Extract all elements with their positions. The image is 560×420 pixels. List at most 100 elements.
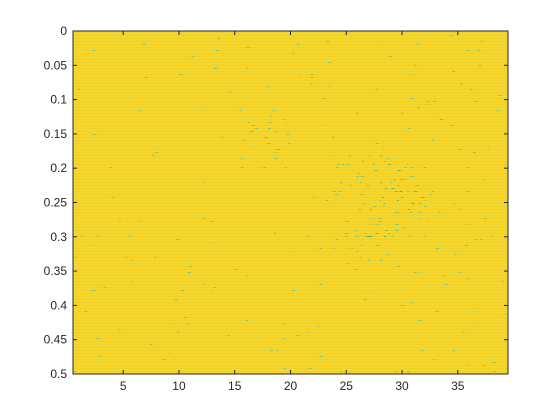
heatmap-cell	[473, 326, 475, 327]
heatmap-cell	[389, 56, 392, 57]
heatmap-cell	[432, 140, 435, 141]
heatmap-cell	[213, 68, 217, 69]
heatmap-cell	[466, 50, 471, 51]
heatmap-cell	[438, 212, 441, 213]
heatmap-cell	[413, 65, 417, 66]
heatmap-cell	[466, 278, 469, 279]
heatmap-row-stripe	[73, 260, 508, 261]
heatmap-cell	[268, 128, 271, 129]
heatmap-row-stripe	[73, 269, 508, 270]
heatmap-row-stripe	[73, 50, 508, 51]
heatmap-cell	[255, 128, 258, 129]
heatmap-cell	[354, 230, 358, 231]
heatmap-cell	[292, 53, 295, 54]
heatmap-cell	[326, 41, 330, 42]
heatmap-row-stripe	[73, 368, 508, 369]
heatmap-cell	[380, 155, 383, 156]
heatmap-cell	[276, 350, 279, 351]
heatmap-cell	[384, 236, 387, 237]
heatmap-cell	[273, 233, 276, 234]
heatmap-row-stripe	[73, 119, 508, 120]
heatmap-cell	[413, 191, 418, 192]
heatmap-row-stripe	[73, 71, 508, 72]
heatmap-cell	[394, 212, 397, 213]
heatmap-cell	[142, 44, 146, 45]
x-axis-tick-labels: 5 10 15 20 25 30 35	[120, 379, 465, 393]
heatmap-cell	[433, 359, 435, 360]
heatmap-row-stripe	[73, 350, 508, 351]
heatmap-row-stripe	[73, 83, 508, 84]
heatmap-cell	[378, 41, 380, 42]
heatmap-row-stripe	[73, 65, 508, 66]
heatmap-row-stripe	[73, 122, 508, 123]
heatmap-row-stripe	[73, 263, 508, 264]
heatmap-cell	[465, 245, 469, 246]
heatmap-cell	[246, 320, 249, 321]
heatmap-cell	[364, 233, 367, 234]
heatmap-cell	[337, 164, 340, 165]
heatmap-row-stripe	[73, 47, 508, 48]
heatmap-cell	[266, 86, 270, 87]
heatmap-cell	[319, 284, 323, 285]
heatmap-cell	[177, 332, 180, 333]
heatmap-cell	[154, 257, 156, 258]
heatmap-cell	[330, 233, 332, 234]
heatmap-row-stripe	[73, 311, 508, 312]
heatmap-cell	[128, 236, 132, 237]
heatmap-cell	[220, 137, 224, 138]
heatmap-cell	[90, 290, 93, 291]
heatmap-cell	[119, 221, 121, 222]
heatmap-cell	[496, 110, 500, 111]
heatmap-cell	[424, 236, 426, 237]
heatmap-cell	[363, 203, 366, 204]
heatmap-cell	[181, 290, 185, 291]
heatmap-cell	[203, 284, 205, 285]
heatmap-layer	[73, 31, 508, 374]
heatmap-row-stripe	[73, 173, 508, 174]
heatmap-cell	[399, 179, 403, 180]
heatmap-cell	[467, 191, 470, 192]
heatmap-cell	[368, 236, 371, 237]
heatmap-cell	[363, 299, 367, 300]
heatmap-cell	[443, 275, 446, 276]
heatmap-row-stripe	[73, 356, 508, 357]
heatmap-cell	[275, 149, 279, 150]
heatmap-cell	[401, 197, 404, 198]
heatmap-row-stripe	[73, 212, 508, 213]
heatmap-cell	[355, 236, 359, 237]
heatmap-row-stripe	[73, 353, 508, 354]
heatmap-cell	[84, 311, 88, 312]
heatmap-cell	[204, 110, 207, 111]
heatmap-cell	[204, 182, 206, 183]
heatmap-cell	[396, 200, 399, 201]
heatmap-cell	[460, 272, 462, 273]
heatmap-row-stripe	[73, 230, 508, 231]
heatmap-cell	[306, 236, 310, 237]
heatmap-cell	[428, 104, 430, 105]
heatmap-row-stripe	[73, 194, 508, 195]
heatmap-row-stripe	[73, 92, 508, 93]
heatmap-row-stripe	[73, 251, 508, 252]
heatmap-row-stripe	[73, 302, 508, 303]
heatmap-cell	[387, 158, 390, 159]
heatmap-cell	[96, 338, 100, 339]
heatmap-cell	[397, 212, 400, 213]
heatmap-row-stripe	[73, 104, 508, 105]
heatmap-cell	[375, 170, 377, 171]
heatmap-row-stripe	[73, 245, 508, 246]
heatmap-row-stripe	[73, 272, 508, 273]
heatmap-cell	[239, 110, 242, 111]
heatmap-cell	[150, 344, 153, 345]
heatmap-cell	[336, 167, 339, 168]
heatmap-row-stripe	[73, 296, 508, 297]
heatmap-row-stripe	[73, 41, 508, 42]
heatmap-cell	[73, 371, 77, 372]
heatmap-cell	[474, 101, 478, 102]
y-tick-label: 0.25	[44, 196, 68, 210]
heatmap-row-stripe	[73, 185, 508, 186]
heatmap-cell	[339, 182, 343, 183]
y-tick-label: 0.05	[44, 58, 68, 72]
heatmap-cell	[426, 221, 428, 222]
heatmap-cell	[454, 254, 457, 255]
